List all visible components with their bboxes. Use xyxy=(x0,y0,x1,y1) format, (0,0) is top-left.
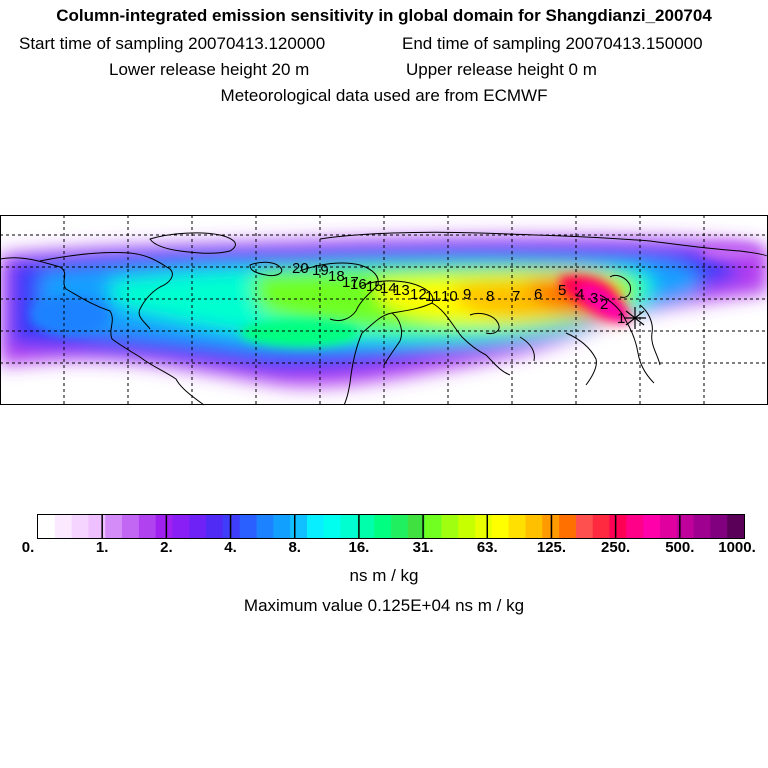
upper-height-label: Upper release height 0 m xyxy=(406,60,597,79)
colorbar-label: 1000. xyxy=(718,539,756,556)
colorbar-swatch xyxy=(222,515,241,538)
trajectory-label-8: 8 xyxy=(486,288,494,305)
lat-lon-grid xyxy=(0,215,768,405)
trajectory-label-17: 17 xyxy=(342,274,359,291)
colorbar-swatch xyxy=(424,515,443,538)
end-time-label: End time of sampling 20070413.150000 xyxy=(402,34,703,53)
trajectory-label-20: 20 xyxy=(292,260,309,277)
colorbar-swatch xyxy=(290,515,308,538)
colorbar-swatch xyxy=(206,515,224,538)
trajectory-label-2: 2 xyxy=(600,296,608,313)
colorbar-label: 1. xyxy=(95,539,109,556)
colorbar-swatch xyxy=(559,515,577,538)
colorbar-swatch xyxy=(88,515,106,538)
colorbar-swatch xyxy=(710,515,728,538)
colorbar-swatch xyxy=(727,515,745,538)
plot-title: Column-integrated emission sensitivity i… xyxy=(56,6,712,25)
colorbar-dividers xyxy=(101,515,681,538)
colorbar-swatch xyxy=(525,515,543,538)
trajectory-label-4: 4 xyxy=(576,286,584,303)
colorbar-swatch xyxy=(374,515,392,538)
colorbar-swatch xyxy=(626,515,644,538)
colorbar-label: 500. xyxy=(665,539,695,556)
colorbar-swatch xyxy=(491,515,510,538)
trajectory-label-5: 5 xyxy=(558,282,566,299)
colorbar-swatch xyxy=(122,515,140,538)
trajectory-label-18: 18 xyxy=(328,268,345,285)
colorbar-swatches xyxy=(38,515,745,538)
colorbar-swatch xyxy=(256,515,274,538)
colorbar-swatch xyxy=(575,515,594,538)
trajectory-label-10: 10 xyxy=(441,288,458,305)
colorbar-swatch xyxy=(643,515,661,538)
trajectory-label-13: 13 xyxy=(393,282,410,299)
trajectory-label-3: 3 xyxy=(590,290,598,307)
colorbar-swatch xyxy=(323,515,342,538)
colorbar-label: 16. xyxy=(348,539,370,556)
trajectory-label-6: 6 xyxy=(534,286,542,303)
met-data-label: Meteorological data used are from ECMWF xyxy=(220,86,548,105)
colorbar-swatch xyxy=(71,515,90,538)
trajectory-label-16: 16 xyxy=(350,276,367,293)
lower-height-label: Lower release height 20 m xyxy=(109,60,310,79)
colorbar-swatch xyxy=(693,515,711,538)
colorbar-swatch xyxy=(676,515,695,538)
colorbar-swatch xyxy=(38,515,56,538)
colorbar-label: 8. xyxy=(288,539,301,556)
colorbar-label: 4. xyxy=(224,539,237,556)
colorbar-swatch xyxy=(155,515,174,538)
colorbar-swatch xyxy=(659,515,678,538)
colorbar-swatch xyxy=(458,515,476,538)
colorbar-swatch xyxy=(391,515,409,538)
trajectory-label-1: 1 xyxy=(617,310,625,327)
colorbar-label: 125. xyxy=(536,539,567,556)
colorbar xyxy=(37,514,745,539)
colorbar-swatch xyxy=(609,515,627,538)
colorbar-swatch xyxy=(508,515,527,538)
colorbar-frame xyxy=(37,514,745,539)
trajectory-label-7: 7 xyxy=(512,288,520,305)
colorbar-swatch xyxy=(172,515,190,538)
trajectory-label-11: 11 xyxy=(425,288,441,305)
trajectory-label-9: 9 xyxy=(463,286,471,303)
colorbar-swatch xyxy=(357,515,375,538)
colorbar-swatch xyxy=(54,515,73,538)
colorbar-label: 31. xyxy=(412,539,434,556)
colorbar-swatch xyxy=(138,515,157,538)
trajectory-label-19: 19 xyxy=(312,262,329,279)
trajectory-label-14: 14 xyxy=(380,280,397,297)
trajectory-label-12: 12 xyxy=(410,286,427,303)
colorbar-swatch xyxy=(273,515,291,538)
colorbar-label: 0. xyxy=(21,539,35,556)
colorbar-swatch xyxy=(340,515,358,538)
max-value-label: Maximum value 0.125E+04 ns m / kg xyxy=(243,596,525,615)
colorbar-label: 250. xyxy=(601,539,631,556)
colorbar-label: 63. xyxy=(476,539,498,556)
colorbar-swatch xyxy=(592,515,611,538)
colorbar-label: 2. xyxy=(160,539,173,556)
colorbar-swatch xyxy=(105,515,123,538)
colorbar-swatch xyxy=(306,515,325,538)
sampling-times: Start time of sampling 20070413.120000 E… xyxy=(0,34,768,54)
colorbar-swatch xyxy=(441,515,459,538)
colorbar-swatch xyxy=(475,515,493,538)
colorbar-swatch xyxy=(239,515,258,538)
units-label: ns m / kg xyxy=(349,566,419,585)
receptor-site xyxy=(624,307,646,329)
release-heights: Lower release height 20 m Upper release … xyxy=(0,60,768,80)
trajectory-label-15: 15 xyxy=(366,278,383,295)
colorbar-swatch xyxy=(407,515,426,538)
colorbar-swatch xyxy=(189,515,207,538)
start-time-label: Start time of sampling 20070413.120000 xyxy=(19,34,326,53)
